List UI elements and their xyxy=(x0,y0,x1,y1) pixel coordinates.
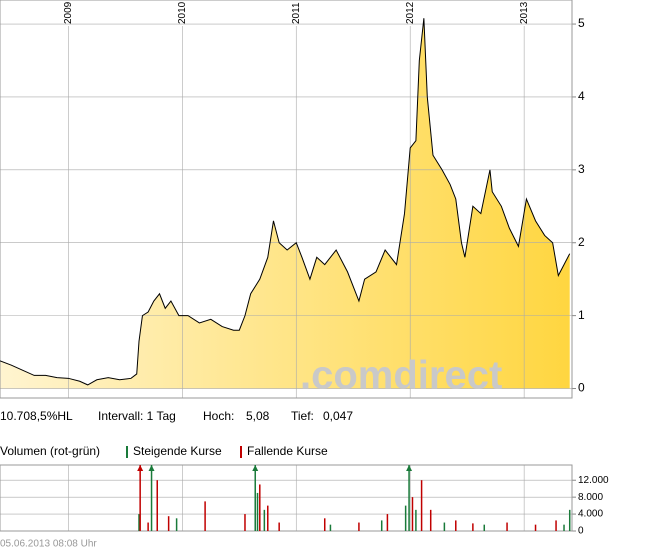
overflow-arrow xyxy=(252,465,259,471)
volume-bar xyxy=(563,524,565,531)
volume-bar xyxy=(139,465,141,531)
volume-bar xyxy=(267,505,269,531)
volume-bar xyxy=(404,505,407,531)
volume-bar xyxy=(408,465,410,531)
volume-bar xyxy=(254,465,256,531)
watermark: .comdirect xyxy=(300,354,502,398)
overflow-arrow xyxy=(406,465,413,471)
x-tick-label: 2011 xyxy=(291,2,302,24)
volume-chart: 0 4.000 8.000 12.000 xyxy=(0,464,609,537)
info-interval: Intervall: 1 Tag xyxy=(98,409,176,423)
overflow-arrow xyxy=(137,465,144,471)
volume-bar xyxy=(472,523,474,531)
volume-bar xyxy=(175,518,178,531)
volume-bar xyxy=(555,520,557,531)
y-tick-label: 12.000 xyxy=(578,475,609,486)
volume-bar xyxy=(256,492,259,531)
volume-bar xyxy=(167,516,170,531)
y-tick-label: 0 xyxy=(578,526,584,537)
plot-frame xyxy=(0,464,573,532)
price-line xyxy=(0,18,571,386)
y-tick-label: 2 xyxy=(578,235,585,249)
legend-swatch xyxy=(240,446,242,458)
volume-bar xyxy=(358,522,360,531)
volume-bar xyxy=(259,484,261,531)
y-tick-label: 3 xyxy=(578,162,585,176)
y-tick-label: 4.000 xyxy=(578,509,603,520)
volume-bar xyxy=(147,522,149,531)
info-low-label: Tief: xyxy=(291,409,314,423)
volume-bar xyxy=(380,520,383,531)
volume-bar xyxy=(420,480,423,531)
y-tick-label: 4 xyxy=(578,89,585,103)
volume-bar xyxy=(278,522,280,531)
volume-bar xyxy=(386,514,389,531)
x-tick-label: 2010 xyxy=(177,1,188,24)
y-tick-label: 5 xyxy=(578,16,585,30)
volume-bar xyxy=(483,524,486,531)
volume-bar xyxy=(263,509,266,531)
volume-bar xyxy=(204,501,206,531)
volume-bar xyxy=(455,520,457,531)
volume-bar xyxy=(150,465,153,531)
volume-bar xyxy=(506,522,508,531)
volume-bar xyxy=(429,509,432,531)
info-high-label: Hoch: xyxy=(203,409,234,423)
volume-bar xyxy=(244,514,246,531)
info-line: 10.708,5%HL Intervall: 1 Tag Hoch: 5,08 … xyxy=(0,409,353,423)
legend-label: Fallende Kurse xyxy=(247,444,328,458)
info-low: 0,047 xyxy=(323,409,353,423)
volume-title: Volumen (rot-grün) xyxy=(0,444,100,458)
y-tick-label: 1 xyxy=(578,308,585,322)
volume-bar xyxy=(568,509,571,531)
price-area xyxy=(0,18,570,389)
volume-bar xyxy=(411,497,414,531)
volume-bar xyxy=(534,524,537,531)
timestamp: 05.06.2013 08:08 Uhr xyxy=(0,539,97,550)
volume-bar xyxy=(443,522,446,531)
x-tick-label: 2009 xyxy=(63,1,74,24)
plot-frame xyxy=(0,0,573,399)
overflow-arrow xyxy=(148,465,155,471)
x-tick-label: 2013 xyxy=(519,1,530,24)
x-tick-label: 2012 xyxy=(405,1,416,24)
price-chart: 0 1 2 3 4 5 2009 2010 2011 2012 2013 xyxy=(0,0,585,399)
y-tick-label: 8.000 xyxy=(578,492,603,503)
legend-label: Steigende Kurse xyxy=(133,444,222,458)
volume-bar xyxy=(156,480,158,531)
y-tick-label: 0 xyxy=(578,381,585,395)
volume-bar xyxy=(138,514,140,531)
info-scale: 10.708,5%HL xyxy=(0,409,73,423)
volume-bar xyxy=(415,509,417,531)
info-high: 5,08 xyxy=(246,409,270,423)
legend-swatch xyxy=(126,446,128,458)
volume-bar xyxy=(323,518,326,531)
volume-bar xyxy=(329,524,332,531)
